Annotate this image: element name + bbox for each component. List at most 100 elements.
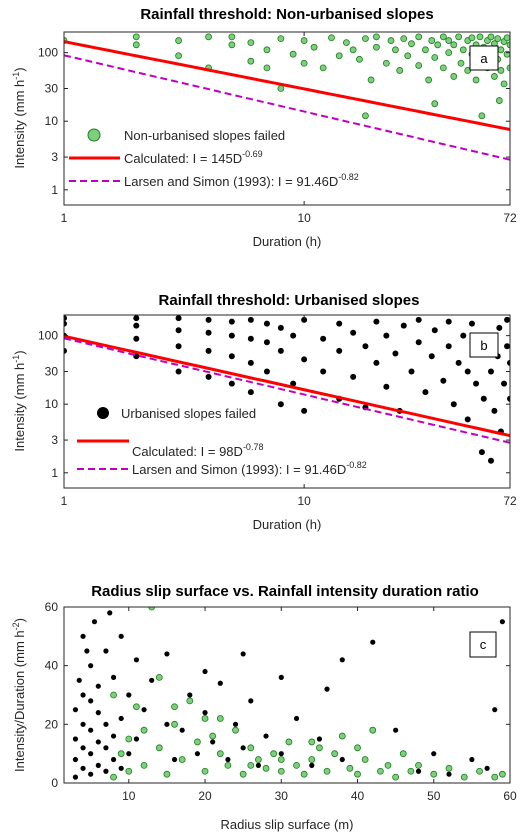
chart-c-non-urbanised-point-22	[247, 744, 255, 752]
chart-b-point-27	[277, 401, 284, 408]
chart-c-non-urbanised-point-1	[110, 691, 117, 699]
chart-c-urbanised-point-16	[91, 619, 98, 625]
chart-c-xtick-label-4: 50	[427, 789, 441, 803]
chart-c-non-urbanised-point-19	[224, 762, 232, 769]
chart-b-xtick-label-0: 1	[61, 494, 68, 508]
chart-a-point-12	[263, 46, 271, 54]
chart-a-ytick-label-0: 1	[51, 183, 58, 197]
chart-b-legend-item-1: Calculated: I = 98D-0.78	[132, 442, 263, 459]
chart-c-non-urbanised-point-4	[125, 735, 133, 743]
chart-a-ytick-label-4: 100	[38, 46, 58, 60]
chart-b-point-30	[290, 380, 297, 387]
chart-c-urbanised-point-1	[72, 756, 79, 763]
chart-a-point-7	[228, 41, 236, 49]
chart-a-legend-item-1-sup: -0.69	[242, 149, 263, 159]
chart-c-urbanised-point-56	[278, 751, 284, 757]
chart-a-point-36	[415, 33, 423, 41]
chart-c-urbanised-point-29	[118, 765, 124, 771]
chart-c-urbanised-point-42	[164, 651, 170, 657]
chart-c-ylabel-close: )	[12, 618, 27, 622]
chart-c-non-urbanised-point-13	[186, 697, 194, 705]
chart-c-title: Radius slip surface vs. Rainfall intensi…	[91, 583, 479, 600]
chart-c-urbanised-point-69	[446, 771, 452, 777]
chart-b-point-22	[247, 335, 254, 342]
chart-c-ticks: 10 20 30 40 50 60 0 20 40 60	[45, 600, 517, 803]
chart-c-urbanised-point-67	[415, 768, 422, 774]
chart-b-point-79	[504, 316, 510, 323]
chart-c-non-urbanised-point-54	[247, 762, 255, 769]
chart-a-ytick-label-1: 3	[51, 150, 58, 164]
chart-c-ytick-label-1: 20	[45, 717, 59, 731]
chart-b-axes-box	[63, 314, 511, 489]
chart-b-ytick-label-2: 10	[45, 397, 59, 411]
chart-a-point-47	[450, 41, 458, 49]
chart-a-point-45	[445, 37, 453, 44]
chart-c-urbanised-point-19	[95, 710, 101, 716]
chart-b-point-25	[263, 339, 270, 346]
chart-c-non-urbanised-point-32	[323, 767, 331, 775]
chart-a-point-19	[328, 34, 335, 42]
chart-b-point-51	[408, 368, 415, 375]
chart-b-point-41	[350, 329, 357, 336]
chart-c-axes-box	[63, 606, 511, 784]
chart-a-point-41	[434, 41, 442, 49]
chart-b-legend-item-1-sup: -0.78	[243, 442, 264, 452]
chart-a-point-68	[497, 46, 505, 54]
chart-c-urbanised-point-34	[133, 736, 140, 742]
chart-a: Rainfall threshold: Non-urbanised slopes…	[11, 6, 517, 249]
chart-b-lines	[64, 334, 510, 444]
chart-c-non-urbanised-point-29	[300, 770, 308, 778]
chart-b-xtick-label-2: 72	[503, 494, 517, 508]
chart-c-urbanised-point-8	[80, 692, 86, 698]
chart-b-point-43	[362, 343, 369, 350]
chart-b-point-71	[487, 457, 494, 464]
chart-c-urbanised-point-54	[255, 762, 262, 769]
chart-c-non-urbanised-point-46	[445, 764, 453, 772]
chart-c-urbanised-point-9	[80, 633, 86, 639]
chart-c-non-urbanised-point-24	[262, 764, 270, 772]
chart-a-point-54	[468, 34, 476, 42]
chart-a-point-37	[422, 46, 429, 54]
chart-b-legend-item-2-sup: -0.82	[346, 460, 367, 470]
chart-c-non-urbanised-point-20	[232, 726, 239, 734]
chart-b-ticks: 1 10 72 1 3 10 30 100	[38, 315, 517, 508]
chart-a-point-46	[450, 73, 458, 80]
chart-c-urbanised-point-4	[76, 677, 82, 683]
chart-b-point-66	[473, 380, 480, 387]
chart-c-non-urbanised-point-34	[338, 732, 346, 740]
chart-b-point-63	[464, 416, 471, 423]
chart-b-point-12	[205, 373, 212, 380]
chart-a-point-48	[455, 33, 463, 41]
chart-b-point-73	[491, 407, 498, 414]
chart-b-legend-item-1-text: Calculated: I = 98D	[132, 444, 243, 459]
chart-a-threshold-line-0	[64, 40, 510, 131]
chart-a-point-25	[367, 76, 375, 84]
chart-a-ylabel: Intensity (mm h-1)	[11, 67, 27, 168]
chart-c-xtick-label-1: 20	[198, 789, 212, 803]
chart-b-point-21	[247, 359, 254, 366]
chart-b-point-45	[373, 318, 380, 325]
chart-a-ticks: 1 10 72 1 3 10 30 100	[38, 32, 517, 225]
chart-c-urbanised-point-51	[232, 721, 239, 727]
chart-b-point-50	[400, 322, 407, 329]
chart-c-non-urbanised-point-15	[201, 767, 209, 775]
chart-c-urbanised-point-7	[80, 721, 86, 727]
chart-c-urbanised-point-70	[469, 756, 475, 763]
chart-c-urbanised-point-48	[210, 739, 216, 745]
chart-a-xlabel: Duration (h)	[253, 234, 322, 249]
chart-a-point-2	[132, 33, 140, 41]
chart-c-urbanised-point-71	[484, 765, 490, 771]
chart-b-point-13	[205, 347, 212, 354]
chart-c-urbanised-point-17	[95, 762, 101, 769]
chart-c-non-urbanised-point-51	[140, 726, 148, 734]
chart-c-non-urbanised-point-44	[415, 762, 422, 769]
chart-a-point-42	[439, 64, 447, 72]
chart-c-non-urbanised-point-31	[316, 744, 323, 752]
chart-a-point-24	[362, 35, 369, 43]
chart-c-non-urbanised-point-55	[277, 756, 285, 763]
chart-c-urbanised-point-47	[202, 710, 208, 716]
chart-c-non-urbanised-point-40	[384, 762, 392, 769]
chart-a-point-79	[495, 97, 503, 104]
chart-b-point-68	[478, 449, 485, 456]
chart-a-ylabel-main: Intensity (mm h	[12, 80, 27, 169]
